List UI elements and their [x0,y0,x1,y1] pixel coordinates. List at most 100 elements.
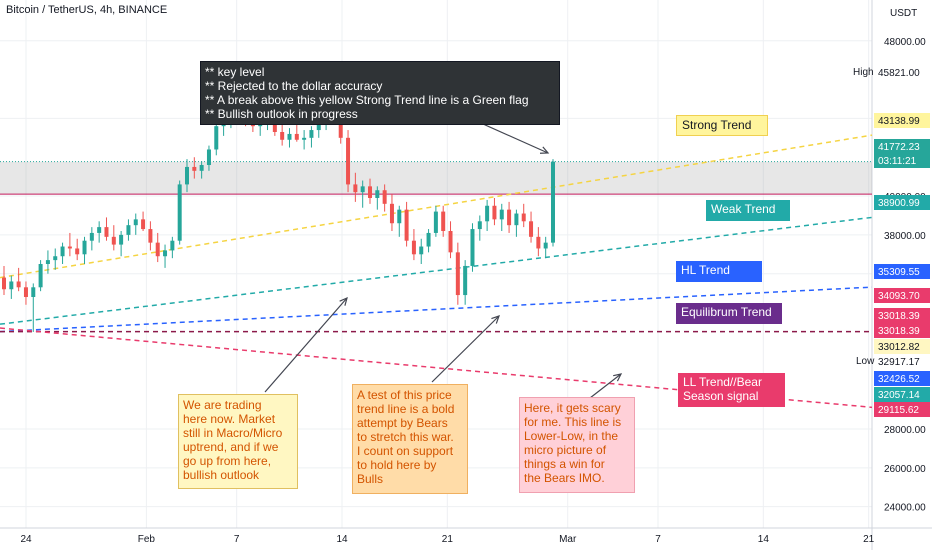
strong-trend-label[interactable]: Strong Trend [676,115,768,136]
candle-body [316,124,321,131]
candle-body [360,186,365,193]
candle-body [192,166,197,171]
candle-body [441,211,446,231]
price-tag [874,288,930,303]
candle-body [141,219,146,230]
y-tick-label: 48000.00 [884,37,926,48]
price-tag-label: 33018.39 [878,311,920,322]
price-tag [874,323,930,338]
candle-body [404,209,409,241]
price-tag-label: 29115.62 [878,405,919,416]
candle-body [104,227,109,237]
candle-body [53,256,58,261]
candle-body [119,234,124,245]
candle-body [60,246,65,257]
candle-body [514,213,519,226]
candle-body [353,184,358,193]
price-tag-label: 35309.55 [878,267,920,278]
low-marker-label: Low [856,356,875,367]
x-tick-label: 14 [336,534,348,545]
candle-body [463,265,468,296]
price-tag-label: 45821.00 [878,68,920,79]
price-tag [874,195,930,210]
price-tag [874,371,930,386]
candle-body [23,287,28,297]
x-tick-label: Mar [559,534,577,545]
candle-body [346,137,351,185]
candle-body [382,190,387,204]
candle-body [543,242,548,249]
key-level-note[interactable]: ** key level ** Rejected to the dollar a… [200,61,560,125]
trading-here-note[interactable]: We are trading here now. Market still in… [178,394,298,489]
y-tick-label: 24000.00 [884,503,926,514]
arrow-head [613,373,623,382]
candle-body [448,231,453,253]
candle-body [45,260,50,264]
price-tag-label: 32917.17 [878,357,920,368]
candle-body [536,236,541,249]
candle-body [155,242,160,257]
price-tag-label: 34093.70 [878,291,920,302]
y-tick-label: 28000.00 [884,425,926,436]
trend-line [0,286,873,333]
candle-body [214,126,219,150]
axis-unit-label: USDT [890,8,918,19]
candle-body [75,248,80,255]
candle-body [419,246,424,255]
candle-body [287,133,292,140]
candle-body [477,221,482,230]
x-tick-label: 7 [655,534,661,545]
candle-body [126,225,131,235]
candle-body [2,277,6,290]
candle-body [492,205,497,220]
price-tag [874,113,930,128]
price-tag [874,264,930,279]
candle-body [148,229,153,243]
candle-body [97,227,102,233]
price-tag-label: 32426.52 [878,374,920,385]
price-tag [874,308,930,323]
candle-body [389,203,394,224]
x-tick-label: 21 [442,534,454,545]
hl-trend-label[interactable]: HL Trend [676,261,762,282]
price-tag [874,339,930,354]
price-tag [874,153,930,168]
candle-body [411,240,416,255]
high-marker-label: High [853,67,874,78]
x-tick-label: 24 [20,534,32,545]
y-tick-label: 26000.00 [884,464,926,475]
candle-body [455,252,460,296]
candle-body [433,211,438,233]
candle-body [485,205,490,222]
equilibrum-trend-label[interactable]: Equilibrum Trend [676,303,782,324]
scary-note[interactable]: Here, it gets scary for me. This line is… [519,397,635,493]
candle-body [551,161,555,243]
weak-trend-label[interactable]: Weak Trend [706,200,790,221]
candle-body [470,229,475,266]
price-tag-label: 38900.99 [878,198,920,209]
price-tag-label: 41772.23 [878,142,920,153]
y-tick-label: 38000.00 [884,231,926,242]
symbol-title: Bitcoin / TetherUS, 4h, BINANCE [6,4,168,16]
x-tick-label: 7 [234,534,240,545]
candle-body [206,149,211,165]
candle-body [521,213,526,222]
candle-body [16,281,21,288]
candle-body [89,232,94,241]
candle-body [302,137,307,140]
candle-body [507,209,512,226]
test-price-note[interactable]: A test of this price trend line is a bol… [352,384,468,494]
candle-body [499,209,504,220]
candle-body [9,281,14,290]
callout-arrow [589,373,622,399]
candle-body [309,130,314,138]
ll-trend-label[interactable]: LL Trend//Bear Season signal [678,373,785,407]
price-tag-label: 43138.99 [878,116,920,127]
callout-arrow [482,123,549,154]
candle-body [170,240,175,251]
candle-body [177,184,182,241]
price-tag [874,139,930,154]
price-tag [874,387,930,402]
candle-body [280,132,285,140]
